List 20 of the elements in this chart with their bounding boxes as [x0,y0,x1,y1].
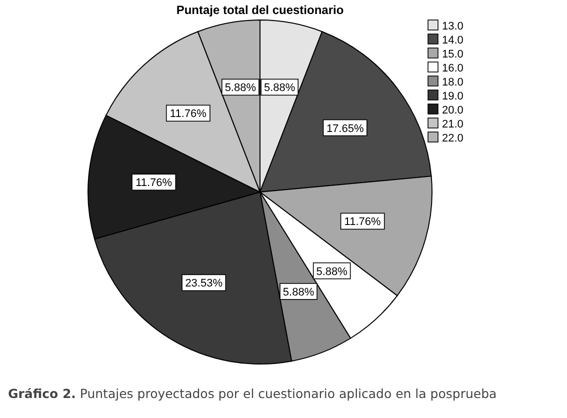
legend-label: 16.0 [442,62,464,74]
legend-label: 21.0 [442,118,464,130]
text: Gráfico 2. Puntajes proyectados por el cuestionario aplicado en la posprueba [8,386,497,401]
data-label: 5.88% [282,286,314,298]
data-label: 11.76% [136,177,172,190]
legend-label: 22.0 [442,132,464,144]
data-label: 17.65% [326,122,364,135]
legend-label: 18.0 [442,76,464,88]
legend-label: 14.0 [442,34,464,46]
data-label: 5.88% [224,82,256,94]
data-label: 11.76% [344,216,382,228]
data-label: 11.76% [170,108,207,120]
legend-label: 15.0 [442,48,464,60]
legend-label: 20.0 [442,104,464,116]
data-label: 5.88% [264,82,296,94]
legend-label: 19.0 [442,90,464,102]
data-label: 23.53% [185,278,223,290]
data-label: 5.88% [316,266,348,278]
chart-title: Puntaje total del cuestionario [176,3,344,17]
legend-label: 13.0 [442,20,464,32]
